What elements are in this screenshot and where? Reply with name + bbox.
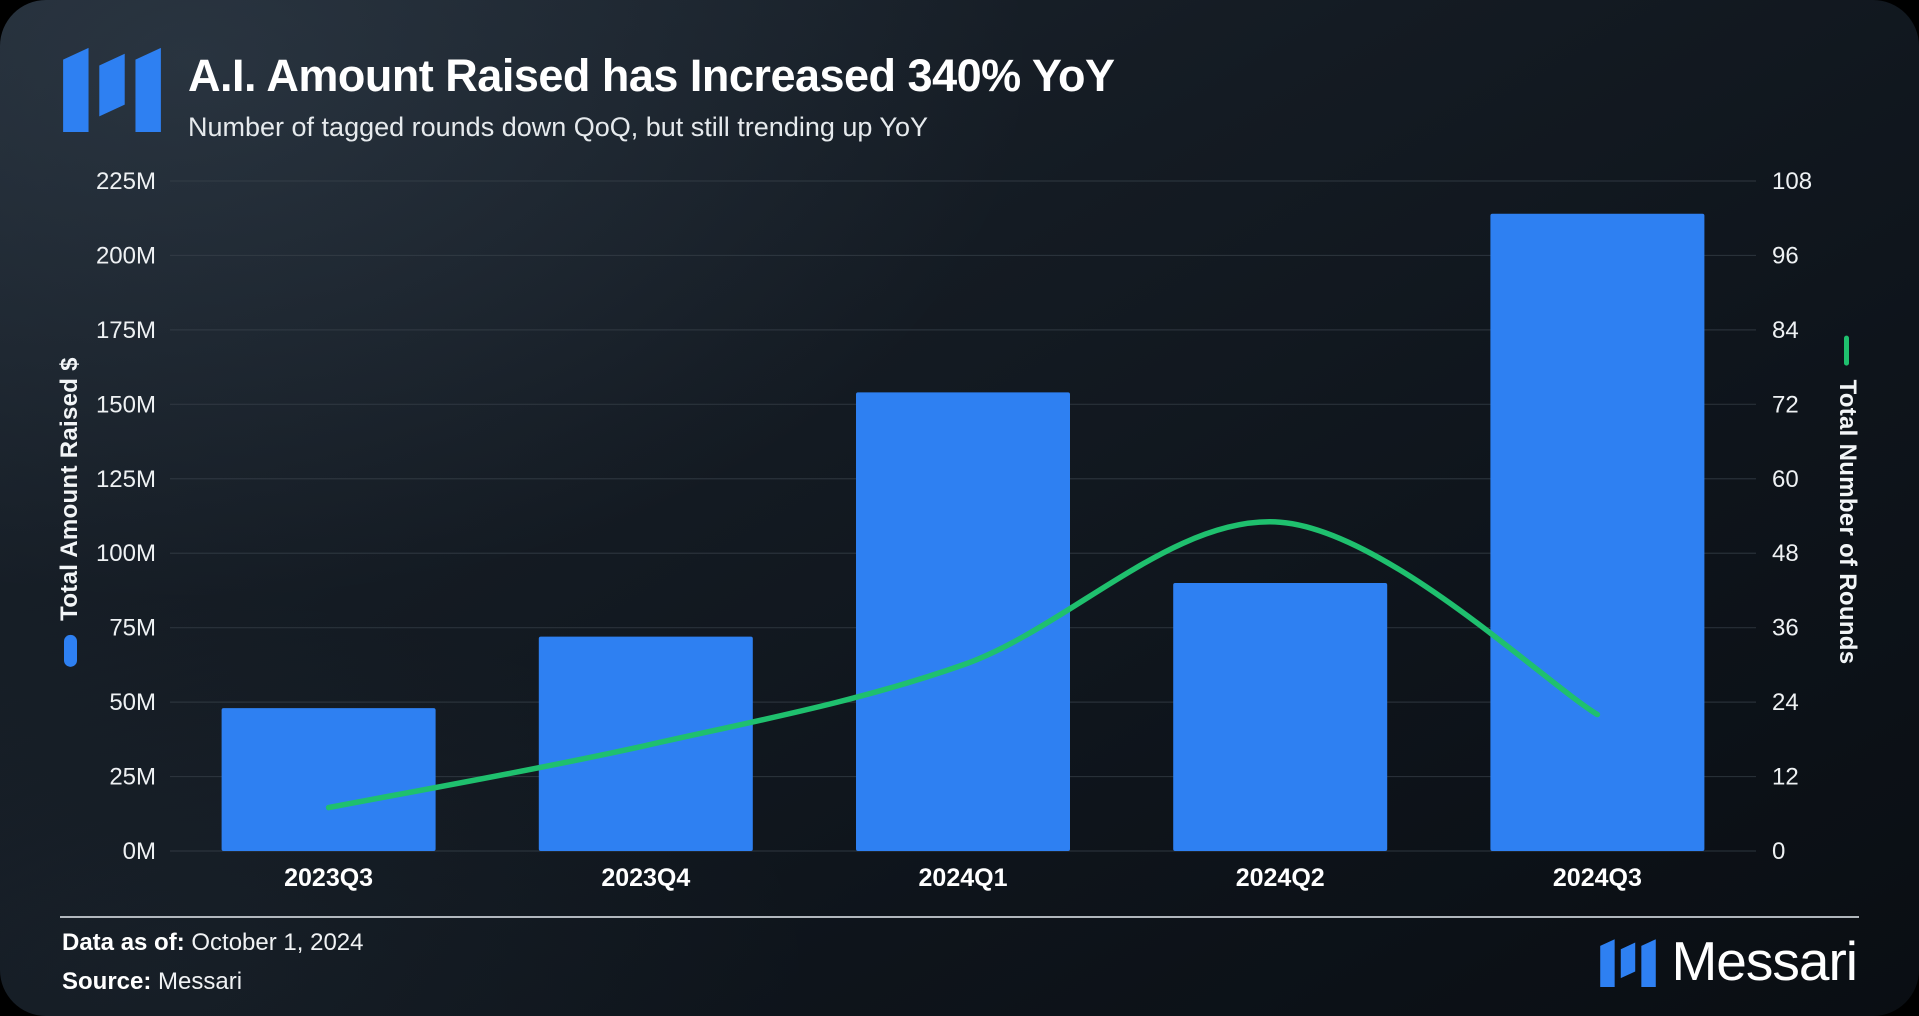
brand-name: Messari xyxy=(1671,930,1858,992)
source: Source: Messari xyxy=(62,968,242,996)
right-tick-label: 96 xyxy=(1772,242,1799,269)
right-tick-label: 108 xyxy=(1772,168,1812,195)
left-axis-ticks: 225M 200M 175M 150M 125M 100M 75M 50M 25M 0M xyxy=(96,168,156,865)
x-tick-2023Q4: 2023Q4 xyxy=(601,864,690,892)
line-series xyxy=(325,519,1601,811)
right-tick-label: 36 xyxy=(1772,615,1799,642)
bar-series-legend-icon xyxy=(63,634,77,667)
left-axis-label: Total Amount Raised $ xyxy=(56,357,84,667)
left-tick-label: 125M xyxy=(96,466,156,493)
left-tick-label: 75M xyxy=(109,615,156,642)
left-tick-label: 175M xyxy=(96,317,156,344)
right-tick-label: 84 xyxy=(1772,317,1799,344)
right-tick-label: 0 xyxy=(1772,838,1785,865)
bar-2024Q3 xyxy=(1490,213,1705,851)
right-axis-ticks: 108 96 84 72 60 48 36 24 12 0 xyxy=(1772,168,1812,865)
data-as-of-value: October 1, 2024 xyxy=(191,929,364,956)
left-tick-label: 50M xyxy=(109,689,156,716)
bar-2024Q1 xyxy=(856,392,1070,851)
messari-logo-small-icon xyxy=(1600,938,1657,987)
left-tick-label: 100M xyxy=(96,540,156,567)
footer-divider xyxy=(60,916,1859,918)
source-value: Messari xyxy=(158,968,243,995)
bar-series xyxy=(221,213,1705,851)
x-tick-2023Q3: 2023Q3 xyxy=(284,864,373,892)
right-tick-label: 12 xyxy=(1772,764,1799,791)
left-tick-label: 0M xyxy=(123,838,156,865)
page-title: A.I. Amount Raised has Increased 340% Yo… xyxy=(188,50,1115,101)
x-tick-2024Q3: 2024Q3 xyxy=(1553,864,1642,892)
right-tick-label: 48 xyxy=(1772,540,1799,567)
right-tick-label: 24 xyxy=(1772,689,1799,716)
right-tick-label: 72 xyxy=(1772,391,1799,418)
messari-logo-icon xyxy=(63,47,161,132)
left-tick-label: 25M xyxy=(109,764,156,791)
page-subtitle: Number of tagged rounds down QoQ, but st… xyxy=(188,112,928,142)
x-tick-2024Q1: 2024Q1 xyxy=(919,864,1008,892)
bar-2023Q3 xyxy=(221,708,436,851)
bar-2024Q2 xyxy=(1173,583,1388,851)
messari-wordmark: Messari xyxy=(1600,930,1858,992)
right-axis-label-text: Total Number of Rounds xyxy=(1834,379,1861,665)
data-as-of-label: Data as of: xyxy=(62,929,185,956)
source-label: Source: xyxy=(62,968,152,995)
data-as-of: Data as of: October 1, 2024 xyxy=(62,929,364,957)
x-tick-2024Q2: 2024Q2 xyxy=(1236,864,1325,892)
left-tick-label: 200M xyxy=(96,242,156,269)
right-axis-label: Total Number of Rounds xyxy=(1833,335,1861,665)
right-tick-label: 60 xyxy=(1772,466,1799,493)
left-axis-label-text: Total Amount Raised $ xyxy=(56,357,83,621)
left-tick-label: 225M xyxy=(96,168,156,195)
left-tick-label: 150M xyxy=(96,391,156,418)
x-axis-ticks: 2023Q3 2023Q4 2024Q1 2024Q2 2024Q3 xyxy=(284,864,1642,892)
line-series-legend-icon xyxy=(1844,335,1850,366)
